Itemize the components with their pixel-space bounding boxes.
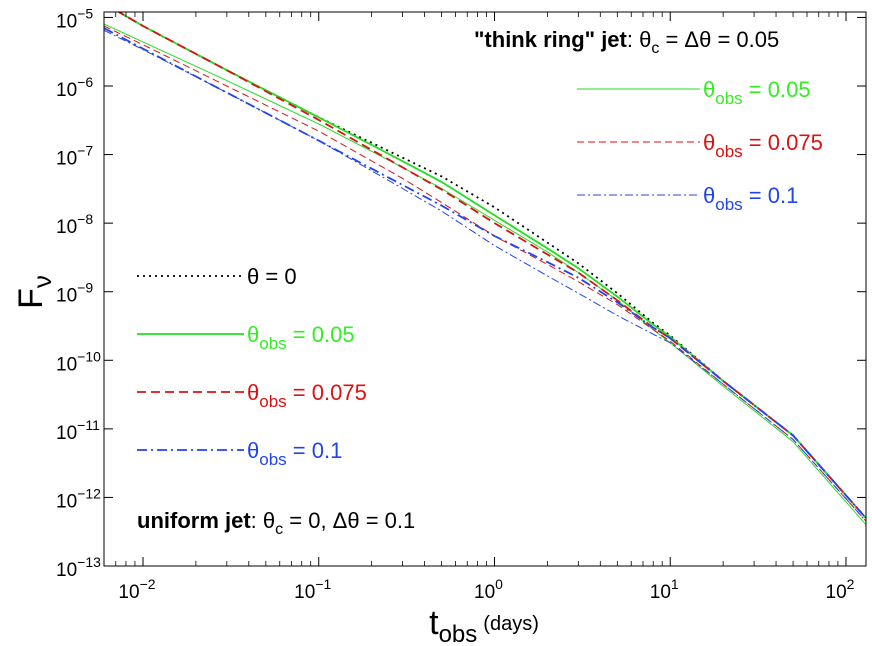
y-tick-label: 10−5 (56, 5, 93, 32)
y-tick-label: 10−13 (56, 554, 101, 581)
tick-layer: 10−2 10−1 100 101 102 10−13 10−12 10−11 10−10 10−… (56, 5, 866, 603)
legend-label-uniform-2: θobs = 0.075 (247, 380, 367, 411)
y-tick-label: 10−12 (56, 485, 101, 512)
y-tick-label: 10−8 (56, 211, 93, 238)
series-line-uniform-2 (117, 12, 866, 519)
y-tick-label: 10−7 (56, 143, 93, 170)
x-axis-title: tobs (days) (429, 604, 539, 646)
legend-label-ring-5: θobs = 0.075 (703, 130, 823, 161)
y-axis-title: Fν (12, 275, 57, 309)
x-tick-label: 100 (474, 576, 503, 603)
uniform-jet-annotation: uniform jet: θc = 0, Δθ = 0.1 (137, 508, 415, 538)
x-tick-label: 102 (826, 576, 855, 603)
x-tick-label: 10−2 (118, 576, 155, 603)
plot-area (104, 12, 866, 566)
plot-frame-border (103, 11, 867, 567)
series-layer (104, 12, 866, 526)
x-tick-label: 101 (650, 576, 679, 603)
y-tick-label: 10−10 (56, 348, 101, 375)
legend-label-ring-4: θobs = 0.05 (703, 77, 811, 108)
x-tick-label: 10−1 (294, 576, 331, 603)
y-tick-label: 10−6 (56, 74, 93, 101)
y-tick-label: 10−9 (56, 280, 93, 307)
legend: θ = 0 θobs = 0.05 θobs = 0.075 θobs = 0.1 θo… (137, 77, 823, 469)
series-line-ring-4 (104, 23, 866, 526)
legend-label-uniform-3: θobs = 0.1 (247, 438, 342, 469)
y-tick-label: 10−11 (56, 417, 100, 444)
legend-label-uniform-1: θobs = 0.05 (247, 322, 355, 353)
legend-label-ring-6: θobs = 0.1 (703, 183, 798, 214)
ring-jet-annotation: "think ring" jet: θc = Δθ = 0.05 (474, 27, 779, 57)
series-line-ring-6 (104, 29, 866, 522)
legend-label-uniform-0: θ = 0 (247, 264, 297, 289)
series-line-uniform-3 (104, 27, 866, 519)
